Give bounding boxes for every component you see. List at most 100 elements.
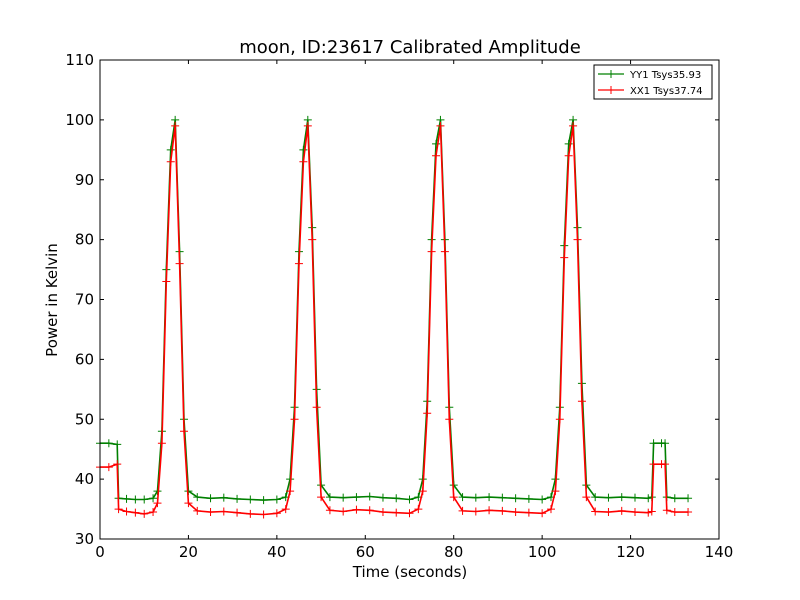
data-point [352, 505, 361, 514]
data-point [219, 507, 228, 516]
data-point [591, 507, 600, 516]
data-point [378, 493, 387, 502]
data-point [647, 507, 656, 516]
y-tick-label: 80 [75, 231, 94, 249]
data-point [140, 495, 149, 504]
data-point [564, 139, 573, 148]
data-point [670, 494, 679, 503]
data-point [246, 509, 255, 518]
legend-item-0: YY1 Tsys35.93 [598, 70, 701, 81]
data-point [436, 121, 445, 130]
data-point [193, 493, 202, 502]
y-tick-label: 100 [65, 111, 94, 129]
y-tick-label: 90 [75, 171, 94, 189]
data-point [365, 492, 374, 501]
x-tick-label: 40 [267, 543, 286, 561]
data-point [286, 487, 295, 496]
legend-marker [607, 86, 615, 94]
data-point [162, 277, 171, 286]
data-point [617, 493, 626, 502]
data-point [378, 508, 387, 517]
data-point [325, 506, 334, 515]
data-point [630, 508, 639, 517]
data-point [290, 415, 299, 424]
data-point [432, 151, 441, 160]
data-point [524, 494, 533, 503]
data-point [414, 505, 423, 514]
data-point [114, 505, 123, 514]
data-point [299, 157, 308, 166]
data-point [440, 247, 449, 256]
data-point [312, 403, 321, 412]
data-point [219, 493, 228, 502]
data-point [153, 499, 162, 508]
data-point [649, 439, 658, 448]
data-point [661, 439, 670, 448]
y-tick-label: 40 [75, 470, 94, 488]
data-point [272, 509, 281, 518]
data-point [471, 493, 480, 502]
y-tick-label: 50 [75, 410, 94, 428]
data-point [560, 253, 569, 262]
data-point [418, 487, 427, 496]
data-point [546, 505, 555, 514]
x-axis-label: Time (seconds) [352, 563, 468, 581]
data-point [538, 495, 547, 504]
data-point [524, 508, 533, 517]
data-point [630, 493, 639, 502]
y-tick-label: 70 [75, 291, 94, 309]
data-point [122, 507, 131, 516]
data-point [485, 506, 494, 515]
data-point [166, 157, 175, 166]
data-point [281, 505, 290, 514]
data-point [140, 509, 149, 518]
series-line-1 [100, 125, 688, 516]
x-tick-label: 120 [616, 543, 645, 561]
legend-box [593, 64, 713, 100]
data-point [662, 506, 671, 515]
axis-ticks: 0 20 40 60 80 100 120 140 30 40 50 60 70 80 90 100 110 [65, 51, 733, 561]
x-tick-label: 20 [179, 543, 198, 561]
data-point [445, 415, 454, 424]
data-point [564, 151, 573, 160]
data-point [649, 460, 658, 469]
x-tick-label: 140 [705, 543, 734, 561]
data-point [458, 506, 467, 515]
x-tick-label: 0 [95, 543, 105, 561]
x-tick-label: 80 [444, 543, 463, 561]
data-point [551, 487, 560, 496]
data-point [233, 494, 242, 503]
data-point [149, 508, 158, 517]
data-point [670, 508, 679, 517]
data-point [577, 397, 586, 406]
x-tick-label: 100 [528, 543, 557, 561]
series-line-0 [100, 119, 688, 501]
data-point [511, 508, 520, 517]
data-point [206, 494, 215, 503]
y-axis-label: Power in Kelvin [43, 243, 61, 357]
data-point [569, 121, 578, 130]
data-point [294, 259, 303, 268]
data-point [303, 121, 312, 130]
data-point [131, 508, 140, 517]
data-point [113, 460, 122, 469]
data-point [184, 499, 193, 508]
data-point [582, 493, 591, 502]
y-tick-label: 30 [75, 530, 94, 548]
data-point [538, 509, 547, 518]
data-point [325, 493, 334, 502]
data-point [392, 508, 401, 517]
legend-label: YY1 Tsys35.93 [629, 70, 701, 81]
data-point [113, 440, 122, 449]
data-point [427, 247, 436, 256]
data-point [485, 493, 494, 502]
data-point [661, 460, 670, 469]
legend: YY1 Tsys35.93 XX1 Tsys37.74 [593, 64, 713, 100]
data-point [352, 493, 361, 502]
data-point [259, 510, 268, 519]
data-point [272, 495, 281, 504]
data-point [317, 493, 326, 502]
data-point [617, 506, 626, 515]
data-point [644, 508, 653, 517]
